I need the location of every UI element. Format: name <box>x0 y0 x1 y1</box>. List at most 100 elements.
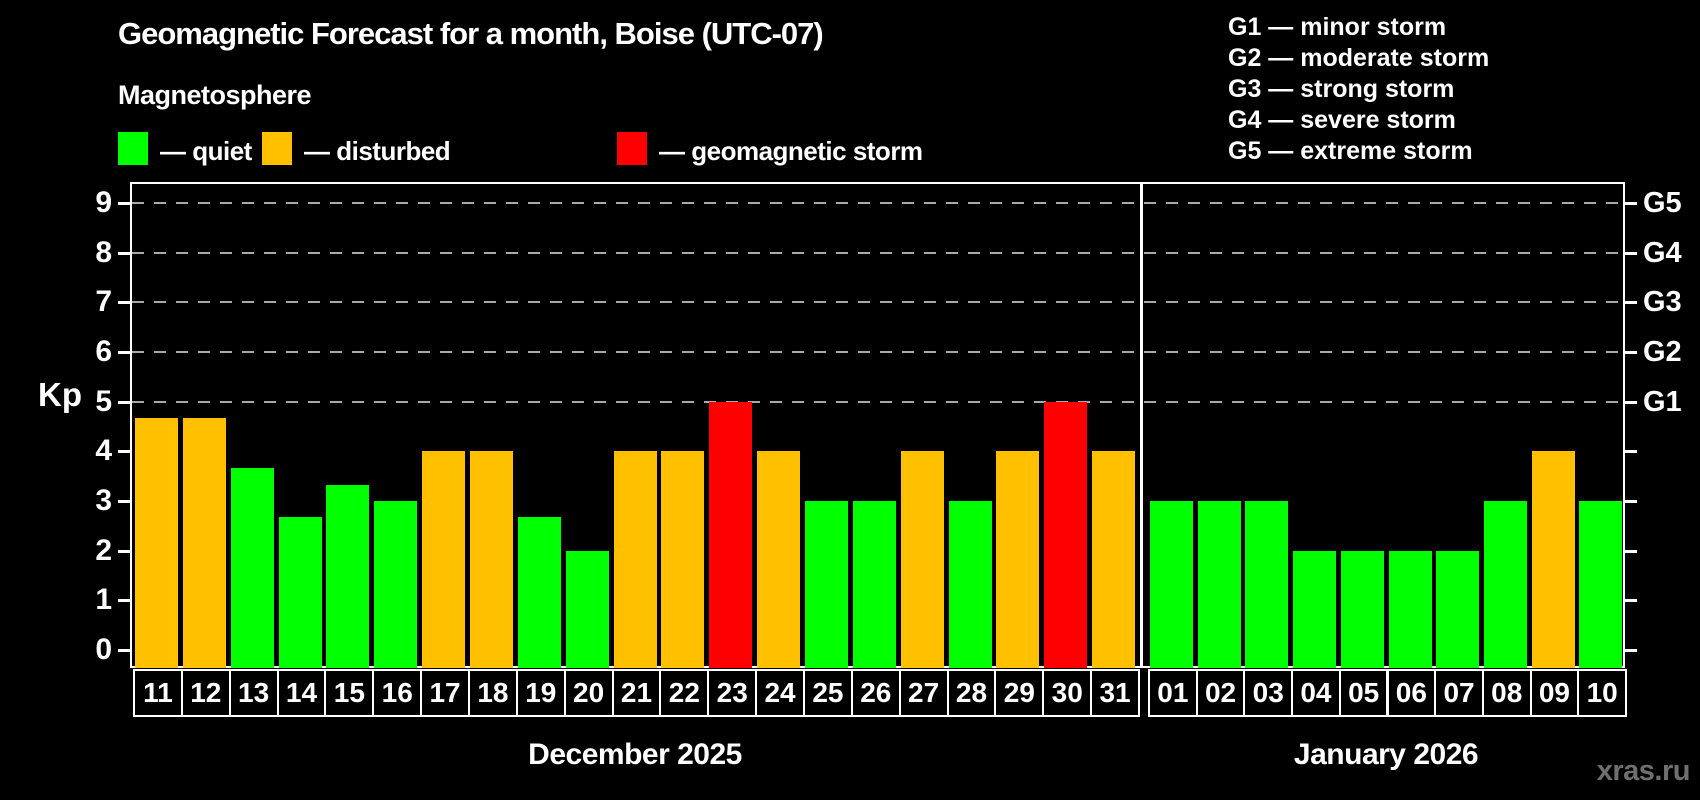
kp-bar-day-25 <box>804 501 848 668</box>
g-legend-line-g1: G1 — minor storm <box>1228 13 1447 41</box>
legend-swatch-disturbed <box>262 132 292 165</box>
day-label-cell-15: 15 <box>324 669 375 717</box>
gridline-kp7 <box>132 301 1623 304</box>
kp-bar-day-04 <box>1293 550 1337 668</box>
day-label-cell-21: 21 <box>611 669 662 717</box>
kp-bar-day-18 <box>469 451 513 668</box>
gridline-kp9 <box>132 201 1623 204</box>
y-tick-label-7: 7 <box>95 285 112 319</box>
kp-bar-day-29 <box>996 451 1040 668</box>
day-label-cell-30: 30 <box>1042 669 1093 717</box>
y-tick-label-1: 1 <box>95 583 112 617</box>
kp-bar-day-30 <box>1044 401 1088 668</box>
y-tick-label-2: 2 <box>95 533 112 567</box>
right-axis-label-g1: G1 <box>1643 385 1682 418</box>
chart-title: Geomagnetic Forecast for a month, Boise … <box>118 16 824 51</box>
day-label-cell-22: 22 <box>659 669 710 717</box>
kp-bar-day-12 <box>182 418 226 668</box>
y-tick-right-5 <box>1625 400 1637 404</box>
day-label-cell-23: 23 <box>707 669 758 717</box>
day-label-cell-14: 14 <box>276 669 327 717</box>
g-legend-line-g2: G2 — moderate storm <box>1228 44 1490 72</box>
y-tick-right-0 <box>1625 649 1637 653</box>
y-tick-left-1 <box>118 599 130 603</box>
kp-bar-day-09 <box>1531 451 1575 668</box>
kp-bar-day-11 <box>135 418 178 668</box>
kp-bar-day-17 <box>422 451 466 668</box>
y-tick-right-8 <box>1625 251 1637 255</box>
gridline-kp6 <box>132 350 1623 353</box>
kp-bar-day-13 <box>230 467 274 668</box>
legend-label-disturbed: — disturbed <box>304 136 451 166</box>
kp-bar-day-03 <box>1245 501 1289 668</box>
day-label-cell-11: 11 <box>133 669 183 717</box>
kp-bar-day-07 <box>1436 550 1480 668</box>
gridline-kp8 <box>132 251 1623 254</box>
kp-bar-day-10 <box>1579 501 1623 668</box>
day-label-cell-27: 27 <box>898 669 949 717</box>
day-label-cell-01: 01 <box>1148 669 1198 717</box>
day-label-cell-25: 25 <box>802 669 853 717</box>
day-label-cell-09: 09 <box>1529 669 1580 717</box>
kp-bar-day-15 <box>326 484 370 668</box>
y-tick-right-2 <box>1625 549 1637 553</box>
day-label-cell-10: 10 <box>1577 669 1627 717</box>
day-label-cell-28: 28 <box>946 669 997 717</box>
y-tick-left-4 <box>118 450 130 454</box>
y-tick-label-5: 5 <box>95 384 112 418</box>
kp-bar-day-06 <box>1388 550 1432 668</box>
g-scale-legend: G1 — minor storm G2 — moderate storm G3 … <box>1228 12 1489 167</box>
month-label-january: January 2026 <box>1293 738 1479 771</box>
month-separator-line <box>1140 182 1143 668</box>
day-label-cell-26: 26 <box>850 669 901 717</box>
y-tick-left-2 <box>118 549 130 553</box>
y-tick-right-7 <box>1625 301 1637 305</box>
day-label-cell-06: 06 <box>1386 669 1437 717</box>
kp-bar-day-22 <box>661 451 705 668</box>
legend-label-storm: — geomagnetic storm <box>659 136 923 166</box>
day-label-cell-08: 08 <box>1481 669 1532 717</box>
y-tick-right-4 <box>1625 450 1637 454</box>
kp-bar-day-02 <box>1197 501 1241 668</box>
kp-bar-day-26 <box>852 501 896 668</box>
right-axis-label-g3: G3 <box>1643 286 1682 319</box>
y-tick-left-3 <box>118 500 130 504</box>
day-label-cell-04: 04 <box>1291 669 1341 717</box>
kp-bar-day-27 <box>900 451 944 668</box>
kp-bar-day-16 <box>374 501 418 668</box>
y-tick-right-6 <box>1625 350 1637 354</box>
y-tick-left-8 <box>118 251 130 255</box>
day-label-cell-02: 02 <box>1195 669 1246 717</box>
kp-bar-day-08 <box>1483 501 1527 668</box>
kp-bar-day-31 <box>1092 451 1136 668</box>
day-label-cell-17: 17 <box>420 669 470 717</box>
y-tick-label-4: 4 <box>95 434 112 468</box>
y-tick-left-7 <box>118 301 130 305</box>
y-axis-label-kp: Kp <box>38 376 82 413</box>
legend-label-quiet: — quiet <box>160 136 252 166</box>
day-label-cell-19: 19 <box>515 669 566 717</box>
day-label-cell-07: 07 <box>1434 669 1484 717</box>
y-tick-label-0: 0 <box>95 633 112 667</box>
legend-swatch-quiet <box>118 132 148 165</box>
day-label-cell-31: 31 <box>1090 669 1140 717</box>
kp-bar-day-28 <box>948 501 992 668</box>
kp-bar-day-14 <box>278 517 322 668</box>
y-tick-label-6: 6 <box>95 334 112 368</box>
kp-bar-day-23 <box>709 401 753 668</box>
y-tick-left-9 <box>118 201 130 205</box>
g-legend-line-g3: G3 — strong storm <box>1228 75 1455 103</box>
kp-bar-day-24 <box>757 451 801 668</box>
day-label-cell-18: 18 <box>467 669 518 717</box>
y-tick-right-9 <box>1625 201 1637 205</box>
right-axis-label-g5: G5 <box>1643 186 1682 219</box>
right-axis-label-g2: G2 <box>1643 335 1682 368</box>
watermark-xras: xras.ru <box>1596 755 1691 787</box>
day-label-cell-03: 03 <box>1243 669 1294 717</box>
y-tick-label-8: 8 <box>95 235 112 269</box>
y-tick-left-5 <box>118 400 130 404</box>
kp-bar-day-21 <box>613 451 657 668</box>
y-tick-right-3 <box>1625 500 1637 504</box>
